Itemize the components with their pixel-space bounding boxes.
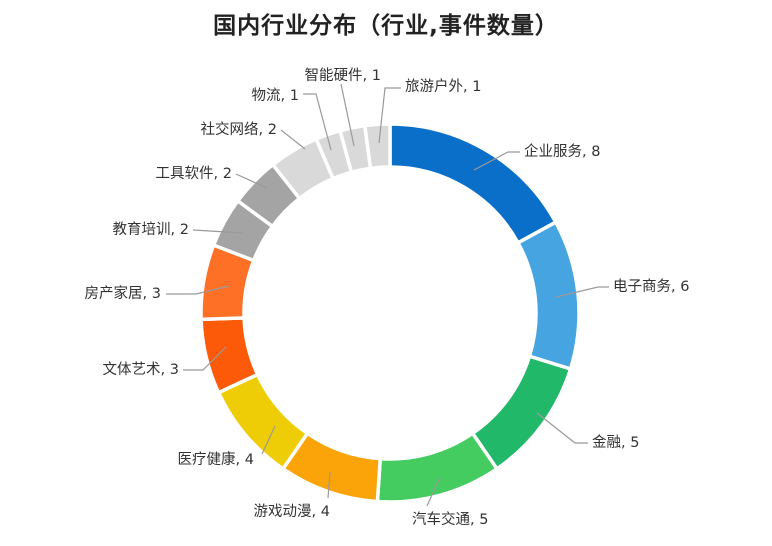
data-label-6: 医疗健康, 4 xyxy=(178,451,254,468)
leader-line-11 xyxy=(280,129,306,150)
data-label-8: 房产家居, 3 xyxy=(85,285,161,302)
leader-line-13 xyxy=(340,83,355,147)
data-label-14: 旅游户外, 1 xyxy=(405,78,481,95)
slice-1 xyxy=(388,122,558,245)
leader-line-12 xyxy=(303,93,332,151)
leader-line-2 xyxy=(555,286,609,298)
leader-line-5 xyxy=(327,471,331,499)
leader-line-8 xyxy=(166,285,230,295)
data-label-3: 金融, 5 xyxy=(592,434,639,451)
slice-2 xyxy=(516,220,581,371)
leader-line-1 xyxy=(473,151,520,171)
leader-line-7 xyxy=(183,346,227,371)
chart-title: 国内行业分布（行业,事件数量） xyxy=(213,13,559,39)
leader-line-3 xyxy=(536,412,588,444)
data-label-1: 企业服务, 8 xyxy=(524,142,600,160)
data-label-12: 物流, 1 xyxy=(252,87,299,104)
slice-14 xyxy=(363,122,392,171)
leader-line-9 xyxy=(192,229,244,234)
data-label-10: 工具软件, 2 xyxy=(156,165,232,182)
data-label-11: 社交网络, 2 xyxy=(201,120,277,138)
data-label-9: 教育培训, 2 xyxy=(113,221,189,238)
leader-line-6 xyxy=(261,425,276,455)
leader-line-4 xyxy=(426,476,441,507)
leader-line-14 xyxy=(378,87,401,144)
leader-line-10 xyxy=(235,173,268,189)
data-label-7: 文体艺术, 3 xyxy=(103,361,179,378)
data-label-4: 汽车交通, 5 xyxy=(412,510,488,528)
slice-4 xyxy=(375,431,499,504)
data-label-5: 游戏动漫, 4 xyxy=(254,503,330,520)
data-label-2: 电子商务, 6 xyxy=(613,278,689,295)
data-label-13: 智能硬件, 1 xyxy=(305,67,381,84)
